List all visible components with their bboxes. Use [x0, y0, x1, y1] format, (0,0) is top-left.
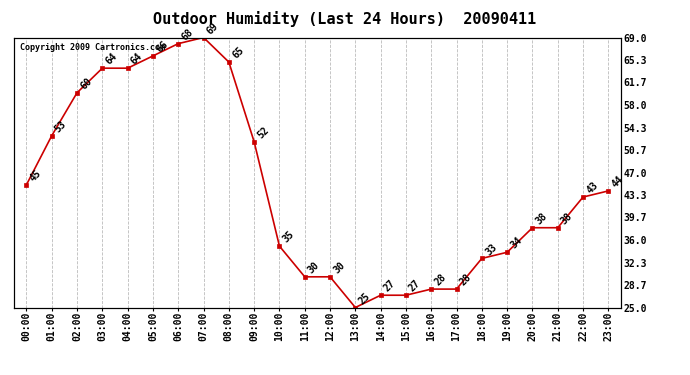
Text: 64: 64: [129, 51, 144, 67]
Text: 53: 53: [53, 119, 68, 134]
Text: 28: 28: [458, 272, 473, 288]
Text: 30: 30: [306, 260, 322, 275]
Text: 60: 60: [79, 76, 94, 92]
Text: 45: 45: [28, 168, 43, 183]
Text: 34: 34: [509, 236, 524, 251]
Text: 28: 28: [433, 272, 448, 288]
Text: 38: 38: [559, 211, 575, 226]
Text: 35: 35: [281, 230, 296, 245]
Text: Copyright 2009 Cartronics.com: Copyright 2009 Cartronics.com: [20, 43, 165, 52]
Text: 68: 68: [179, 27, 195, 42]
Text: 33: 33: [483, 242, 499, 257]
Text: 27: 27: [382, 279, 397, 294]
Text: 66: 66: [155, 39, 170, 54]
Text: 27: 27: [407, 279, 423, 294]
Text: 25: 25: [357, 291, 372, 306]
Text: 44: 44: [610, 174, 625, 189]
Text: 64: 64: [104, 51, 119, 67]
Text: 65: 65: [230, 45, 246, 61]
Text: 43: 43: [584, 180, 600, 196]
Text: 30: 30: [331, 260, 347, 275]
Text: 52: 52: [255, 125, 271, 140]
Text: Outdoor Humidity (Last 24 Hours)  20090411: Outdoor Humidity (Last 24 Hours) 2009041…: [153, 11, 537, 27]
Text: 69: 69: [205, 21, 220, 36]
Text: 38: 38: [534, 211, 549, 226]
